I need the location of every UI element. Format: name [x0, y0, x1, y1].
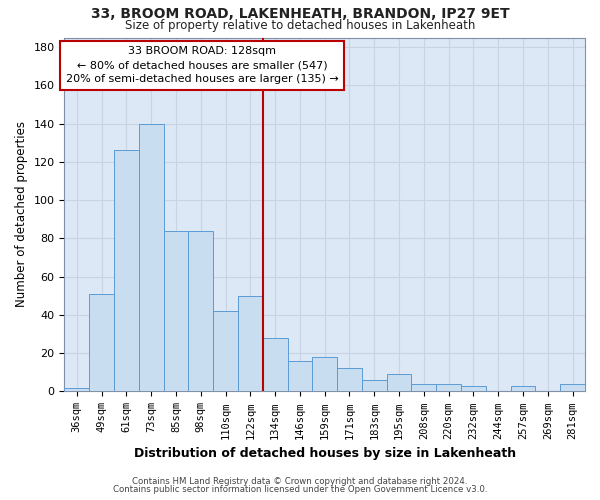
Bar — [386, 374, 412, 392]
Y-axis label: Number of detached properties: Number of detached properties — [15, 122, 28, 308]
Bar — [461, 386, 486, 392]
Bar — [64, 388, 89, 392]
Bar — [337, 368, 362, 392]
Bar — [263, 338, 287, 392]
Text: 33 BROOM ROAD: 128sqm
← 80% of detached houses are smaller (547)
20% of semi-det: 33 BROOM ROAD: 128sqm ← 80% of detached … — [66, 46, 339, 84]
Bar — [511, 386, 535, 392]
Bar — [560, 384, 585, 392]
Text: 33, BROOM ROAD, LAKENHEATH, BRANDON, IP27 9ET: 33, BROOM ROAD, LAKENHEATH, BRANDON, IP2… — [91, 8, 509, 22]
Bar — [412, 384, 436, 392]
Bar — [287, 361, 313, 392]
Bar — [313, 357, 337, 392]
Bar — [213, 311, 238, 392]
Bar — [89, 294, 114, 392]
Bar — [164, 230, 188, 392]
Bar — [139, 124, 164, 392]
Bar — [238, 296, 263, 392]
X-axis label: Distribution of detached houses by size in Lakenheath: Distribution of detached houses by size … — [134, 447, 516, 460]
Text: Contains public sector information licensed under the Open Government Licence v3: Contains public sector information licen… — [113, 485, 487, 494]
Bar — [362, 380, 386, 392]
Text: Size of property relative to detached houses in Lakenheath: Size of property relative to detached ho… — [125, 18, 475, 32]
Text: Contains HM Land Registry data © Crown copyright and database right 2024.: Contains HM Land Registry data © Crown c… — [132, 477, 468, 486]
Bar — [436, 384, 461, 392]
Bar — [188, 230, 213, 392]
Bar — [114, 150, 139, 392]
